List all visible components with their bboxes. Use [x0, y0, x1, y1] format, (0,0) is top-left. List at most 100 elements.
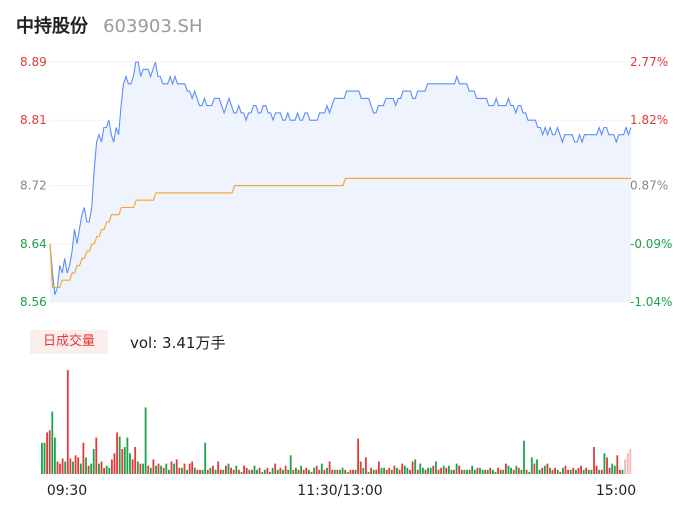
volume-bar — [448, 465, 450, 474]
volume-bar — [69, 458, 72, 474]
volume-bar — [585, 467, 588, 474]
volume-bar — [274, 463, 277, 474]
volume-bar — [87, 465, 90, 474]
volume-bar — [370, 467, 372, 474]
volume-bar — [209, 467, 212, 474]
volume-bar — [46, 432, 48, 474]
volume-bar — [406, 467, 409, 474]
volume-bar — [279, 467, 282, 474]
volume-bar — [168, 469, 170, 474]
average-price-line — [49, 177, 631, 289]
volume-bar — [85, 457, 87, 474]
y-tick-label-left: 8.64 — [20, 237, 47, 251]
volume-bar — [411, 461, 414, 474]
volume-bar — [473, 469, 476, 474]
volume-bar — [339, 469, 341, 474]
volume-bar — [437, 469, 440, 474]
volume-bar — [484, 469, 487, 474]
volume-bar — [559, 471, 562, 474]
stock-code: 603903.SH — [103, 16, 203, 37]
volume-bar — [362, 467, 365, 474]
volume-bar — [271, 467, 274, 474]
volume-bar — [248, 469, 251, 474]
y-tick-label-left: 8.56 — [20, 295, 47, 309]
volume-bar — [401, 463, 404, 474]
volume-bar — [580, 465, 582, 474]
volume-bar — [142, 463, 144, 474]
volume-bar — [98, 463, 100, 474]
volume-bar — [54, 437, 56, 474]
volume-bar — [295, 467, 297, 474]
volume-bar — [486, 469, 489, 474]
volume-bar — [460, 469, 463, 474]
volume-bar — [245, 467, 248, 474]
volume-bar — [201, 469, 204, 474]
volume-bar — [238, 469, 240, 474]
volume-bar — [217, 461, 220, 474]
volume-bar — [183, 463, 186, 474]
volume-bar — [590, 469, 593, 474]
volume-bar — [173, 463, 175, 474]
volume-bar — [336, 469, 339, 474]
volume-bar — [471, 465, 474, 474]
volume-bar — [155, 465, 157, 474]
volume-bar — [178, 467, 181, 474]
volume-bar — [92, 449, 95, 474]
volume-bar — [43, 442, 46, 474]
volume-bar — [100, 461, 103, 474]
volume-bar — [577, 467, 580, 474]
volume-bar — [367, 471, 370, 474]
volume-bar — [629, 449, 632, 474]
x-axis-labels: 09:30 11:30/13:00 15:00 — [47, 483, 636, 499]
volume-bar — [359, 461, 362, 474]
volume-bar — [157, 463, 160, 474]
volume-bar — [416, 469, 419, 474]
volume-bar — [243, 465, 245, 474]
volume-bar — [455, 463, 458, 474]
volume-bar — [111, 459, 113, 474]
volume-bar — [77, 457, 80, 474]
volume-bar — [72, 461, 74, 474]
volume-bar — [199, 469, 201, 474]
y-tick-label-left: 8.72 — [20, 179, 47, 193]
volume-bar — [424, 469, 427, 474]
volume-bar — [41, 442, 43, 474]
volume-bar — [344, 469, 347, 474]
volume-bar — [225, 465, 227, 474]
volume-bar — [533, 463, 536, 474]
volume-bar — [269, 471, 271, 474]
volume-bar — [492, 469, 494, 474]
volume-bar — [525, 469, 528, 474]
volume-bar — [606, 457, 608, 474]
volume-bar — [289, 455, 292, 474]
volume-bar — [378, 461, 380, 474]
volume-bar — [624, 459, 626, 474]
price-area-fill — [50, 62, 631, 302]
volume-bar — [530, 457, 533, 474]
volume-bar — [204, 442, 207, 474]
volume-bar — [380, 467, 383, 474]
volume-bar — [113, 453, 116, 474]
volume-bar — [385, 469, 388, 474]
volume-bar — [256, 469, 258, 474]
volume-bar — [551, 469, 554, 474]
y-tick-label-left: 8.89 — [20, 55, 47, 69]
volume-bar — [419, 463, 422, 474]
volume-bar — [575, 469, 577, 474]
volume-bar — [543, 465, 546, 474]
volume-bar — [466, 469, 468, 474]
volume-bar — [305, 467, 308, 474]
volume-tag[interactable]: 日成交量 — [30, 330, 108, 354]
volume-bar — [320, 463, 323, 474]
volume-bar — [608, 467, 611, 474]
volume-bar — [160, 465, 162, 474]
volume-bar — [354, 469, 357, 474]
volume-bar — [64, 461, 67, 474]
volume-bar — [481, 469, 484, 474]
volume-bar — [445, 467, 448, 474]
volume-bar — [116, 432, 118, 474]
volume-bar — [126, 437, 129, 474]
y-tick-label-right: 1.82% — [630, 113, 668, 127]
volume-bar — [79, 463, 82, 474]
